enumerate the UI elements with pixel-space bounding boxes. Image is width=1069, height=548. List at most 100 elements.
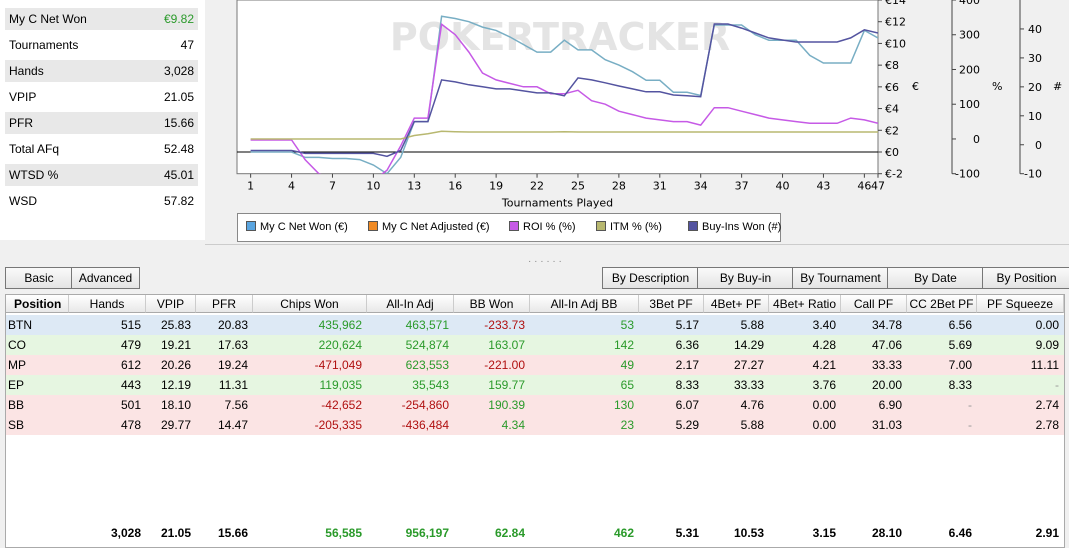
table-cell: 443 (120, 378, 141, 392)
view-button[interactable]: By Position (982, 267, 1069, 289)
stat-value: 47 (180, 38, 194, 52)
stat-row: VPIP 21.05 (5, 86, 198, 108)
table-cell: 0.00 (1035, 318, 1059, 332)
y3-tick-label: 30 (1028, 52, 1042, 65)
column-header[interactable]: 3Bet PF (639, 295, 704, 313)
series-line (250, 22, 878, 174)
stat-row: WSD 57.82 (5, 190, 198, 212)
stat-label: My C Net Won (9, 12, 87, 26)
column-header[interactable]: BB Won (454, 295, 530, 313)
table-cell: 0.00 (812, 398, 836, 412)
table-cell: 5.17 (675, 318, 699, 332)
y-tick-label: €6 (885, 81, 899, 94)
table-cell: 34.78 (871, 318, 902, 332)
y2-tick-label: 300 (959, 29, 980, 42)
y3-tick-label: 10 (1028, 110, 1042, 123)
column-header[interactable]: CC 2Bet PF (907, 295, 977, 313)
column-header[interactable]: Chips Won (253, 295, 367, 313)
stat-row: Total AFq 52.48 (5, 138, 198, 160)
table-cell: 6.56 (948, 318, 972, 332)
table-cell: 65 (620, 378, 634, 392)
table-cell: 142 (613, 338, 634, 352)
table-cell: 17.63 (217, 338, 248, 352)
table-cell: 18.10 (160, 398, 191, 412)
table-cell: - (1055, 378, 1059, 392)
table-cell: 623,553 (405, 358, 449, 372)
table-cell: 14.47 (217, 418, 248, 432)
stat-value: 3,028 (163, 64, 194, 78)
table-cell: 56,585 (325, 526, 362, 540)
table-cell: 14.29 (733, 338, 764, 352)
x-tick-label: 19 (489, 180, 503, 193)
view-button[interactable]: By Buy-in (697, 267, 794, 289)
table-cell: 163.07 (488, 338, 525, 352)
table-row[interactable]: EP 443 12.19 11.31 119,035 35,543 159.77 65 8.33… (6, 375, 1064, 395)
table-cell: 19.21 (160, 338, 191, 352)
legend-item: ITM % (%) (596, 221, 662, 233)
column-header[interactable]: PF Squeeze (977, 295, 1064, 313)
y2-tick-label: 100 (959, 98, 980, 111)
table-cell: -221.00 (484, 358, 525, 372)
table-cell: 6.46 (948, 526, 972, 540)
legend-swatch (509, 221, 519, 231)
series-line (250, 130, 878, 140)
tab-button[interactable]: Advanced (71, 267, 140, 289)
table-row[interactable]: SB 478 29.77 14.47 -205,335 -436,484 4.34 23 5.2… (6, 415, 1064, 435)
legend-item: ROI % (%) (509, 221, 576, 233)
x-tick-label: 4 (288, 180, 295, 193)
table-cell: 49 (620, 358, 634, 372)
stat-label: Total AFq (9, 142, 60, 156)
table-row[interactable]: CO 479 19.21 17.63 220,624 524,874 163.07 142 6.… (6, 335, 1064, 355)
table-cell: 3.15 (812, 526, 836, 540)
stat-value: 15.66 (163, 116, 194, 130)
column-header[interactable]: VPIP (146, 295, 196, 313)
column-header[interactable]: 4Bet+ PF (704, 295, 769, 313)
table-cell: CO (8, 338, 26, 352)
splitter: · · · · · · (528, 256, 562, 267)
table-cell: 5.31 (675, 526, 699, 540)
x-tick-label: 31 (653, 180, 667, 193)
tab-button[interactable]: Basic (5, 267, 73, 289)
table-row[interactable]: BTN 515 25.83 20.83 435,962 463,571 -233.73 53 5… (6, 315, 1064, 335)
column-header[interactable]: Hands (69, 295, 146, 313)
view-button[interactable]: By Date (887, 267, 984, 289)
table-cell: MP (8, 358, 26, 372)
table-cell: -471,049 (314, 358, 362, 372)
column-header[interactable]: 4Bet+ Ratio (769, 295, 841, 313)
x-tick-label: 22 (530, 180, 544, 193)
legend-swatch (688, 221, 698, 231)
table-cell: 515 (120, 318, 141, 332)
legend-label: ITM % (%) (610, 221, 662, 233)
table-cell: -205,335 (314, 418, 362, 432)
table-cell: 23 (620, 418, 634, 432)
view-button[interactable]: By Tournament (792, 267, 889, 289)
column-header[interactable]: Position (6, 295, 69, 313)
legend-item: My C Net Adjusted (€) (368, 221, 490, 233)
y3-tick-label: 20 (1028, 81, 1042, 94)
x-tick-label: 1 (247, 180, 254, 193)
legend: My C Net Won (€) My C Net Adjusted (€) ROI… (237, 213, 781, 242)
table-cell: - (968, 418, 972, 432)
y3-tick-label: 0 (1035, 139, 1042, 152)
y3-tick-label: 40 (1028, 23, 1042, 36)
column-header[interactable]: All-In Adj (367, 295, 454, 313)
view-button[interactable]: By Description (602, 267, 699, 289)
table-cell: 5.29 (675, 418, 699, 432)
table-cell: SB (8, 418, 25, 432)
y-tick-label: €14 (885, 0, 906, 7)
column-header[interactable]: All-In Adj BB (530, 295, 639, 313)
table-cell: BTN (8, 318, 32, 332)
table-cell: 11.31 (218, 378, 248, 392)
table-cell: 11.11 (1030, 358, 1059, 372)
y-tick-label: €4 (885, 103, 899, 116)
table-cell: 6.90 (878, 398, 902, 412)
stats-table: Position Hands VPIP PFR Chips Won All-In Adj B… (5, 294, 1065, 548)
table-row[interactable]: BB 501 18.10 7.56 -42,652 -254,860 190.39 130 6.… (6, 395, 1064, 415)
table-row[interactable]: MP 612 20.26 19.24 -471,049 623,553 -221.00 49 2… (6, 355, 1064, 375)
column-header[interactable]: PFR (196, 295, 253, 313)
table-cell: 220,624 (318, 338, 362, 352)
y-tick-label: €2 (885, 124, 899, 137)
column-header[interactable]: Call PF 3Bet (841, 295, 907, 329)
table-cell: 33.33 (871, 358, 902, 372)
